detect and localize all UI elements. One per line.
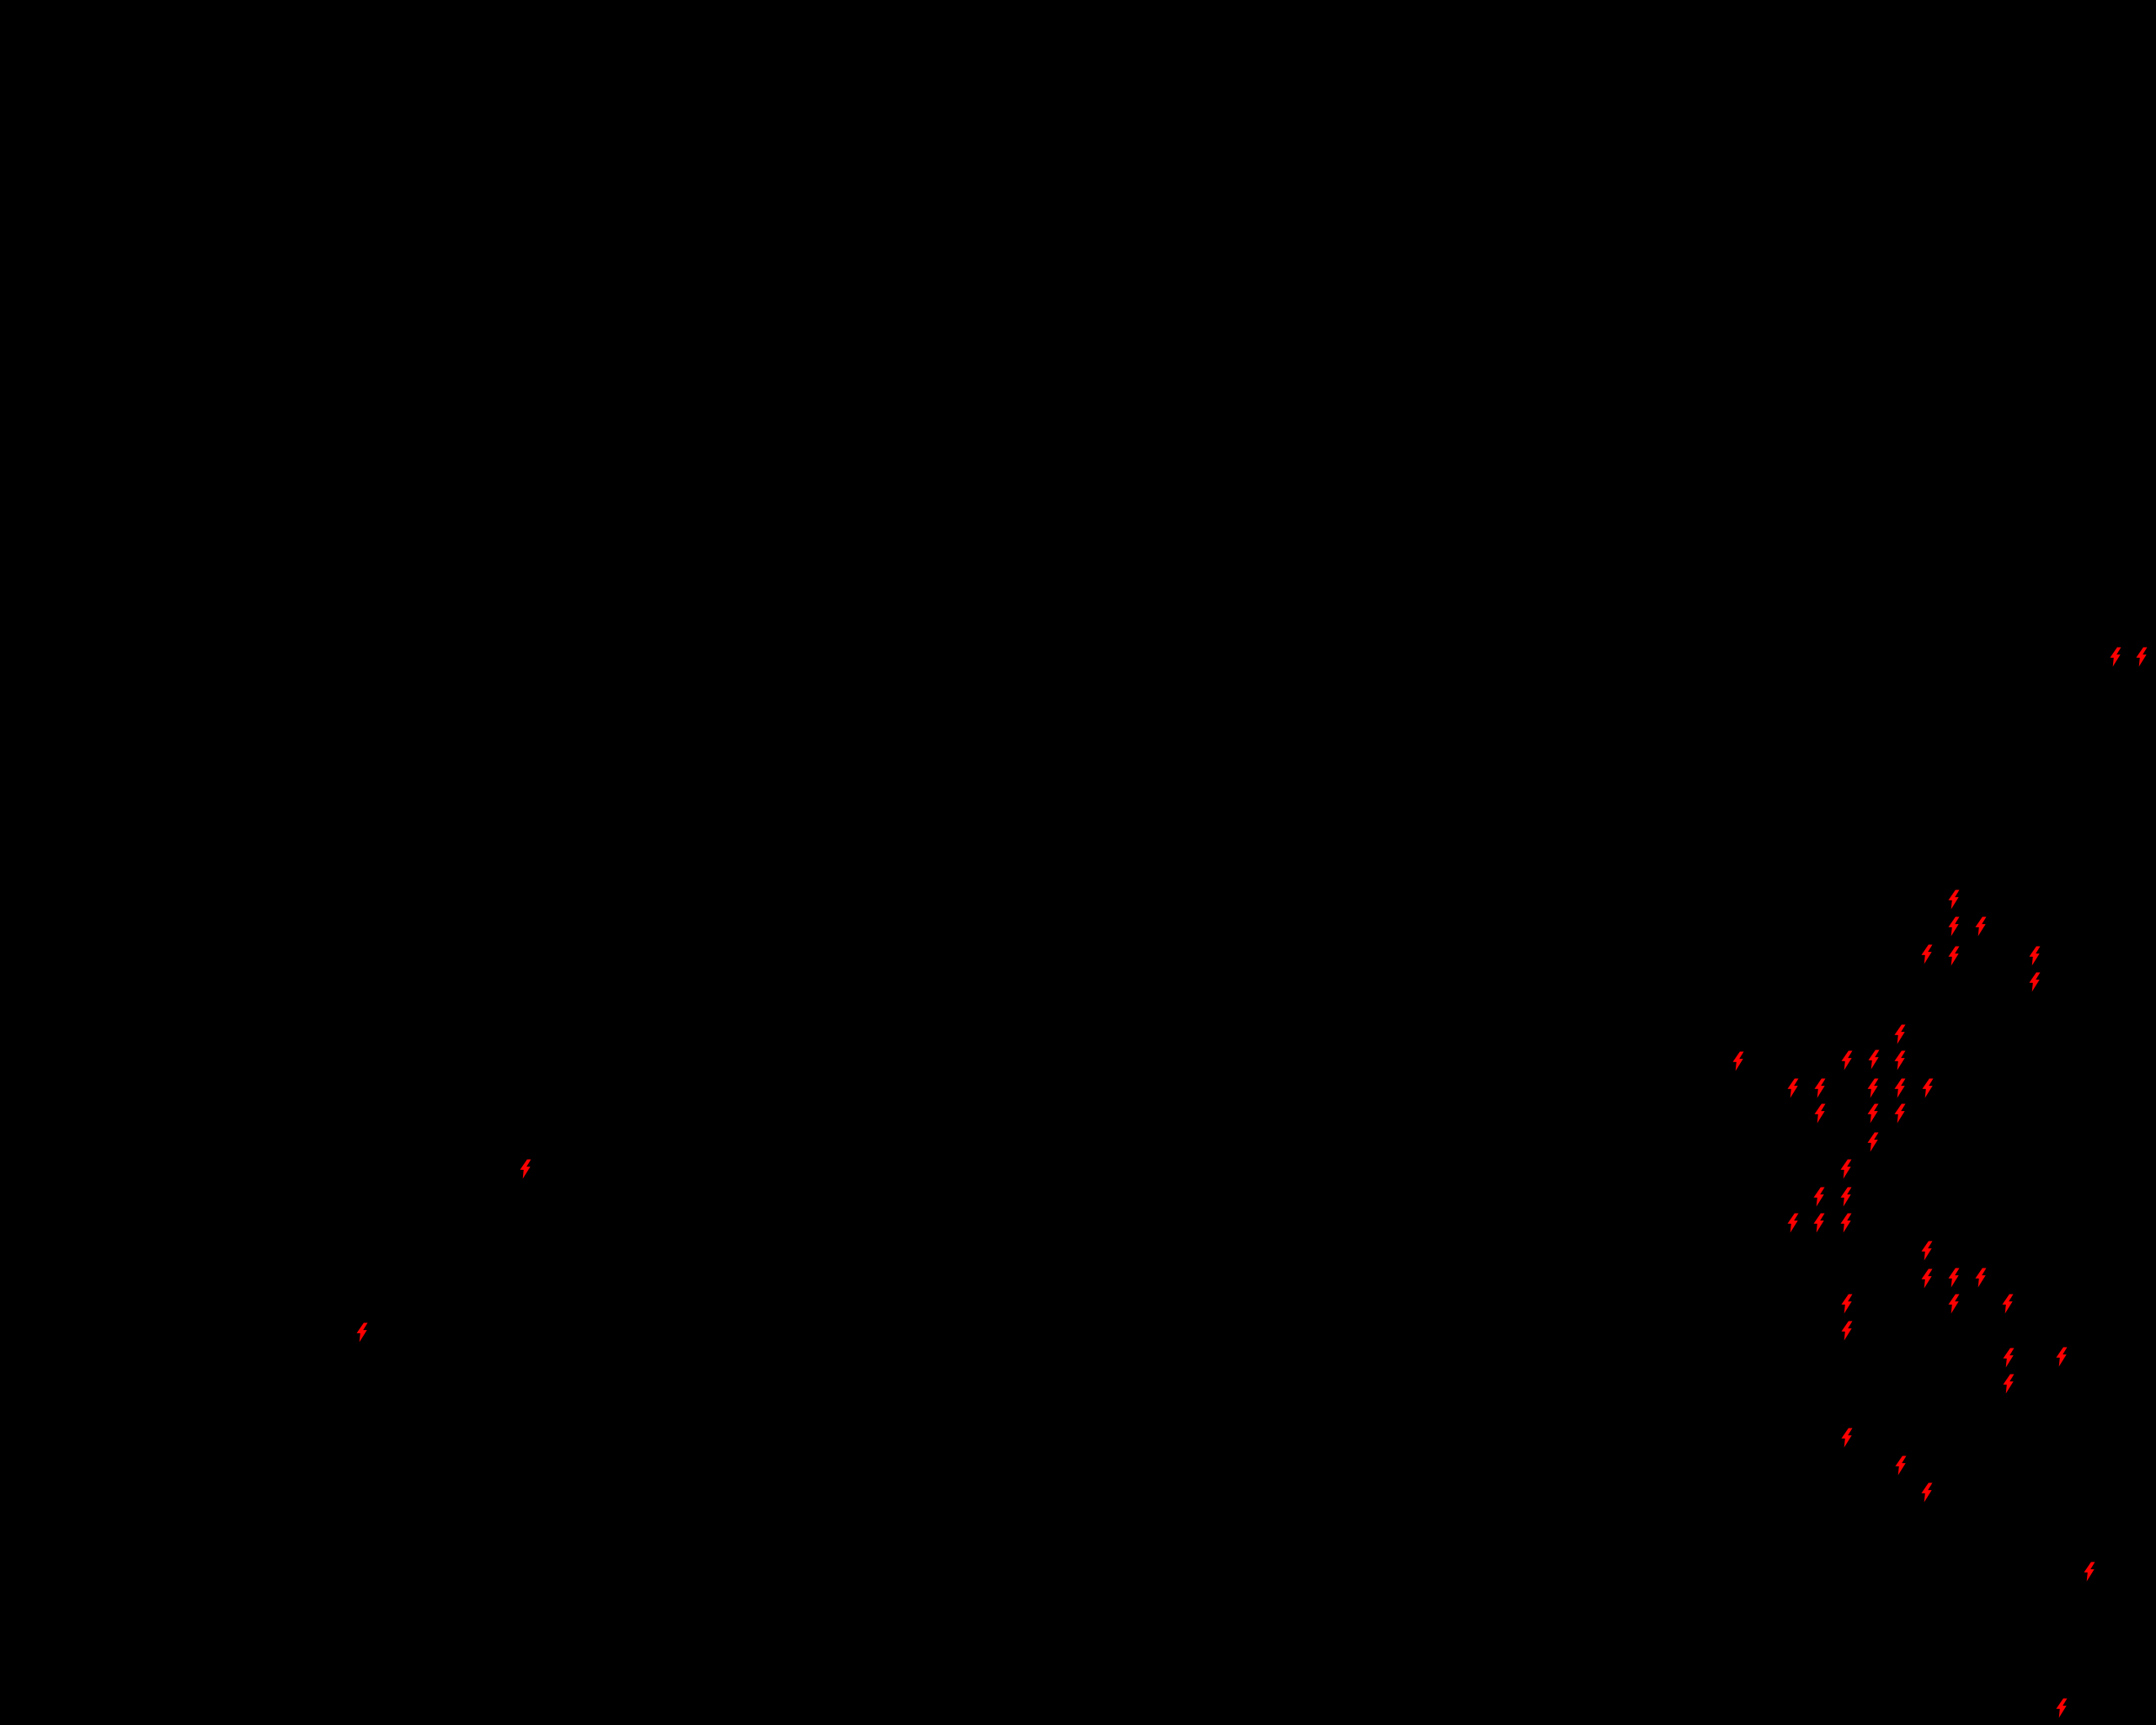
lightning-bolt-icon <box>1922 1078 1934 1098</box>
lightning-bolt-icon <box>2029 946 2041 966</box>
lightning-bolt-icon <box>1841 1428 1853 1448</box>
lightning-strike-marker[interactable] <box>1922 1078 1934 1098</box>
lightning-bolt-icon <box>1921 1241 1933 1261</box>
lightning-bolt-icon <box>1921 1268 1933 1289</box>
lightning-strike-marker[interactable] <box>520 1159 531 1179</box>
lightning-strike-marker[interactable] <box>1921 1482 1933 1503</box>
lightning-strike-marker[interactable] <box>1894 1050 1906 1071</box>
lightning-bolt-icon <box>1921 1482 1933 1503</box>
lightning-strike-marker[interactable] <box>1894 1078 1906 1098</box>
lightning-strike-marker[interactable] <box>356 1322 368 1343</box>
lightning-strike-marker[interactable] <box>2003 1374 2015 1394</box>
lightning-bolt-icon <box>2084 1562 2095 1582</box>
lightning-bolt-icon <box>1840 1187 1852 1207</box>
lightning-bolt-icon <box>2029 972 2041 992</box>
lightning-strike-marker[interactable] <box>1813 1187 1825 1207</box>
lightning-bolt-icon <box>1787 1213 1799 1233</box>
lightning-strike-marker[interactable] <box>1921 1241 1933 1261</box>
lightning-bolt-icon <box>1948 946 1960 966</box>
lightning-strike-marker[interactable] <box>1894 1103 1906 1124</box>
lightning-bolt-icon <box>1948 1294 1960 1314</box>
lightning-strike-marker[interactable] <box>1948 889 1960 910</box>
lightning-bolt-icon <box>2002 1294 2014 1314</box>
lightning-bolt-icon <box>1840 1159 1852 1179</box>
lightning-bolt-icon <box>2056 1347 2068 1367</box>
lightning-bolt-icon <box>1813 1213 1825 1233</box>
lightning-strike-marker[interactable] <box>1841 1050 1853 1071</box>
lightning-bolt-icon <box>1921 944 1933 964</box>
lightning-bolt-icon <box>1894 1024 1906 1044</box>
lightning-strike-marker[interactable] <box>1948 1268 1960 1288</box>
lightning-strike-marker[interactable] <box>1841 1321 1853 1341</box>
lightning-strike-marker[interactable] <box>2056 1698 2068 1718</box>
lightning-bolt-icon <box>1948 916 1960 937</box>
lightning-strike-marker[interactable] <box>1814 1078 1826 1098</box>
lightning-bolt-icon <box>1975 1268 1987 1288</box>
lightning-bolt-icon <box>1867 1078 1879 1098</box>
lightning-strike-marker[interactable] <box>1921 944 1933 964</box>
lightning-bolt-icon <box>356 1322 368 1343</box>
lightning-strike-marker[interactable] <box>1948 916 1960 937</box>
lightning-bolt-icon <box>1841 1050 1853 1071</box>
lightning-bolt-icon <box>1894 1050 1906 1071</box>
lightning-bolt-icon <box>520 1159 531 1179</box>
lightning-strike-marker[interactable] <box>1867 1103 1879 1124</box>
lightning-strike-marker[interactable] <box>1868 1049 1880 1070</box>
lightning-strike-marker[interactable] <box>2003 1348 2015 1368</box>
lightning-strike-marker[interactable] <box>1948 946 1960 966</box>
lightning-bolt-icon <box>1732 1051 1744 1071</box>
lightning-strike-marker[interactable] <box>2029 946 2041 966</box>
lightning-strike-marker[interactable] <box>1813 1213 1825 1233</box>
lightning-bolt-icon <box>2110 647 2121 667</box>
lightning-bolt-icon <box>2003 1374 2015 1394</box>
lightning-strike-marker[interactable] <box>1787 1213 1799 1233</box>
lightning-bolt-icon <box>1813 1187 1825 1207</box>
lightning-bolt-icon <box>2003 1348 2015 1368</box>
lightning-strike-marker[interactable] <box>2084 1562 2095 1582</box>
lightning-strike-marker[interactable] <box>1894 1024 1906 1044</box>
lightning-strike-marker[interactable] <box>1975 916 1987 937</box>
lightning-bolt-icon <box>1841 1321 1853 1341</box>
lightning-bolt-icon <box>1894 1078 1906 1098</box>
lightning-bolt-icon <box>1841 1294 1853 1314</box>
lightning-bolt-icon <box>1948 1268 1960 1288</box>
lightning-strike-marker[interactable] <box>1814 1103 1826 1124</box>
lightning-bolt-icon <box>1895 1455 1907 1476</box>
lightning-strike-marker[interactable] <box>1841 1294 1853 1314</box>
lightning-strike-marker[interactable] <box>1867 1132 1879 1152</box>
lightning-bolt-icon <box>1975 916 1987 937</box>
lightning-bolt-icon <box>1814 1078 1826 1098</box>
lightning-strike-marker[interactable] <box>2029 972 2041 992</box>
lightning-strike-marker[interactable] <box>2136 647 2148 667</box>
lightning-bolt-icon <box>1948 889 1960 910</box>
lightning-strike-marker[interactable] <box>1841 1428 1853 1448</box>
lightning-strike-marker[interactable] <box>1787 1078 1799 1098</box>
lightning-bolt-icon <box>2056 1698 2068 1718</box>
lightning-bolt-icon <box>1867 1103 1879 1124</box>
lightning-bolt-icon <box>1814 1103 1826 1124</box>
lightning-strike-marker[interactable] <box>1975 1268 1987 1288</box>
lightning-bolt-icon <box>1787 1078 1799 1098</box>
lightning-bolt-icon <box>1894 1103 1906 1124</box>
lightning-strike-marker[interactable] <box>1840 1213 1852 1233</box>
lightning-strike-marker[interactable] <box>1732 1051 1744 1071</box>
lightning-strike-marker[interactable] <box>2002 1294 2014 1314</box>
lightning-strike-marker[interactable] <box>2056 1347 2068 1367</box>
lightning-strike-marker[interactable] <box>1948 1294 1960 1314</box>
lightning-strike-marker[interactable] <box>1867 1078 1879 1098</box>
lightning-strike-marker[interactable] <box>1895 1455 1907 1476</box>
lightning-strike-marker[interactable] <box>1840 1187 1852 1207</box>
lightning-bolt-icon <box>2136 647 2148 667</box>
lightning-strike-marker[interactable] <box>1921 1268 1933 1289</box>
lightning-bolt-icon <box>1840 1213 1852 1233</box>
lightning-bolt-icon <box>1867 1132 1879 1152</box>
lightning-strike-marker[interactable] <box>2110 647 2121 667</box>
lightning-strike-marker[interactable] <box>1840 1159 1852 1179</box>
lightning-bolt-icon <box>1868 1049 1880 1070</box>
